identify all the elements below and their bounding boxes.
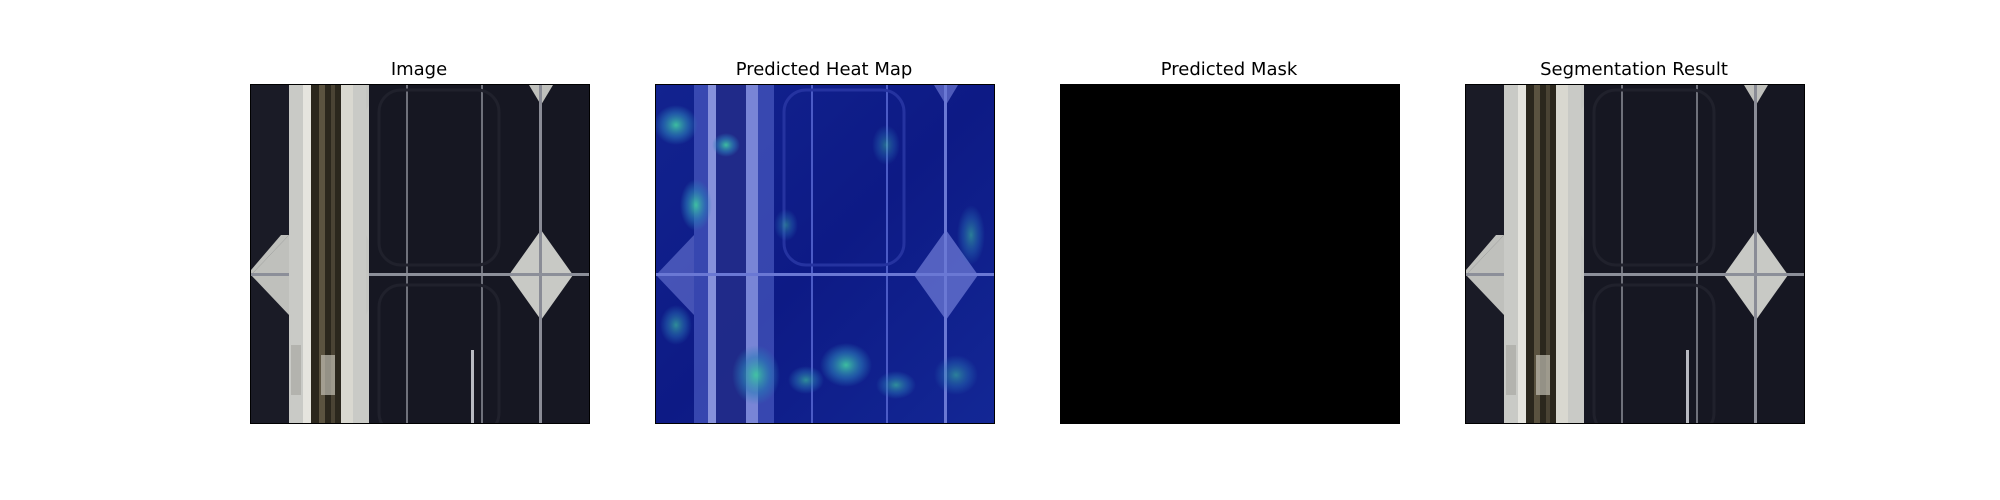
panel-title-image: Image — [390, 59, 448, 80]
panel-title-segmentation: Segmentation Result — [1540, 59, 1728, 80]
segmentation-result-image — [1465, 84, 1805, 424]
panel-title-mask: Predicted Mask — [1160, 59, 1298, 80]
heatmap-overlay — [656, 85, 994, 423]
solar-cell-photo — [1466, 85, 1804, 423]
solar-cell-photo — [251, 85, 589, 423]
solar-cell-image — [250, 84, 590, 424]
heatmap-image — [655, 84, 995, 424]
black-mask — [1060, 84, 1400, 424]
panel-title-heatmap: Predicted Heat Map — [735, 59, 913, 80]
